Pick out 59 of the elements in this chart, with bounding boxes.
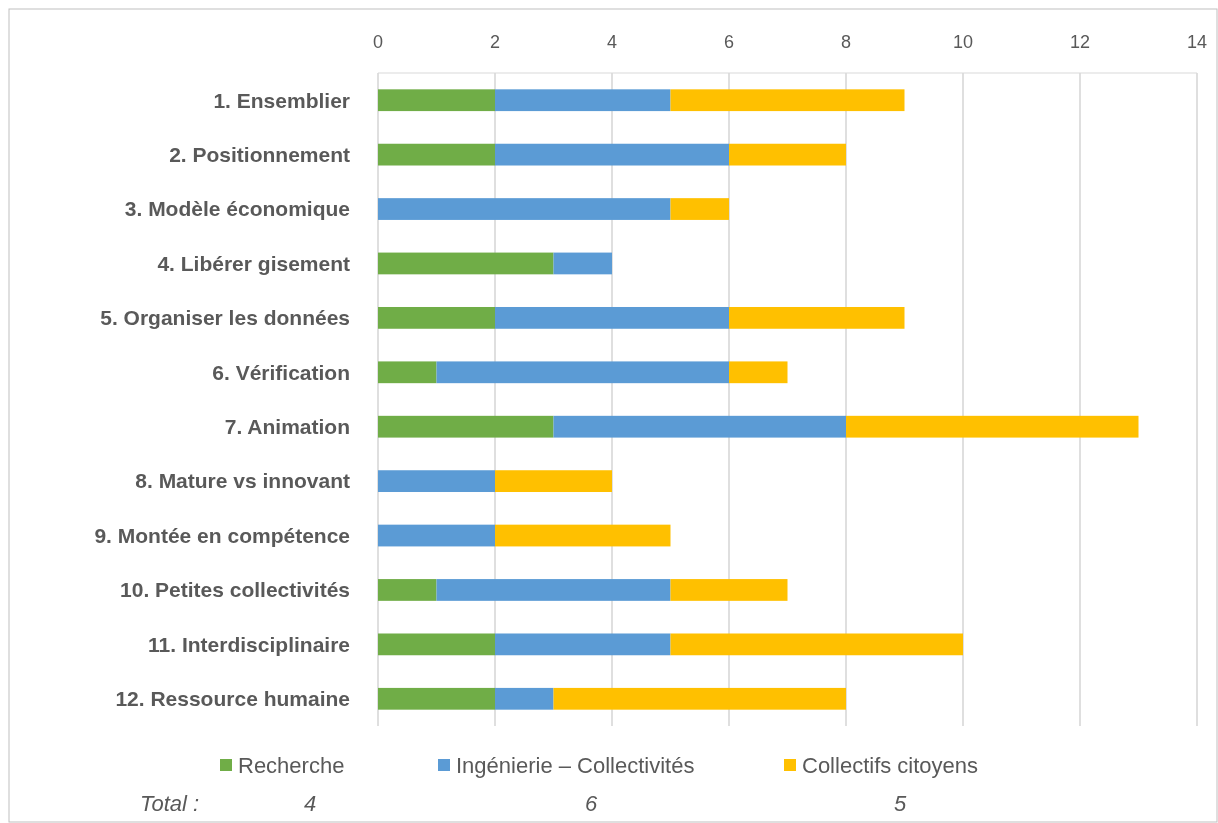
y-tick-label: 7. Animation	[224, 415, 350, 439]
bar	[729, 143, 846, 166]
x-tick-label: 8	[840, 32, 852, 52]
y-tick-label: 5. Organiser les données	[100, 306, 350, 330]
text: 5	[894, 790, 907, 816]
bar	[670, 633, 963, 656]
bar	[729, 361, 788, 384]
bar	[378, 89, 495, 112]
bar	[378, 143, 495, 166]
y-tick-label: 6. Vérification	[212, 360, 350, 384]
y-tick-label: 2. Positionnement	[169, 142, 351, 166]
y-tick-label: 9. Montée en compétence	[94, 523, 350, 547]
bar	[378, 361, 437, 384]
y-tick-label: 11. Interdisciplinaire	[148, 632, 350, 656]
x-tick-label: 0	[372, 32, 384, 52]
y-tick-label: 12. Ressource humaine	[115, 687, 350, 711]
bar	[495, 89, 671, 112]
bar	[378, 415, 554, 438]
y-tick-label: 10. Petites collectivités	[120, 578, 350, 602]
text: 4	[304, 790, 317, 816]
legend-label: Collectifs citoyens	[802, 752, 979, 778]
bar	[378, 198, 671, 220]
text: Total :	[140, 790, 200, 816]
bar	[495, 143, 729, 166]
bar	[670, 89, 905, 112]
bar	[495, 633, 671, 656]
text: 6	[585, 790, 598, 816]
x-tick-label: 14	[1186, 32, 1208, 52]
bar	[495, 524, 671, 547]
bar	[378, 252, 554, 275]
bar	[436, 579, 671, 601]
y-tick-label: 8. Mature vs innovant	[135, 469, 350, 493]
bar	[378, 687, 495, 710]
bar	[436, 361, 729, 384]
bar	[495, 687, 554, 710]
bar	[495, 306, 729, 329]
bar	[553, 687, 846, 710]
bar	[670, 198, 729, 220]
bar	[378, 306, 495, 329]
y-tick-label: 1. Ensemblier	[213, 88, 350, 112]
x-tick-label: 2	[489, 32, 501, 52]
bar	[846, 415, 1139, 438]
x-tick-label: 4	[606, 32, 618, 52]
y-tick-label: 4. Libérer gisement	[157, 251, 350, 275]
y-tick-label: 3. Modèle économique	[124, 197, 350, 221]
legend-label: Recherche	[238, 752, 345, 778]
bar	[378, 470, 495, 493]
bar	[378, 524, 495, 547]
x-tick-label: 10	[952, 32, 974, 52]
bar	[495, 470, 612, 493]
x-tick-label: 6	[723, 32, 735, 52]
bar	[553, 415, 846, 438]
bar	[670, 579, 788, 601]
bar	[553, 252, 612, 275]
legend-label: Ingénierie – Collectivités	[456, 752, 695, 778]
bar	[378, 579, 437, 601]
x-tick-label: 12	[1069, 32, 1091, 52]
bar	[729, 306, 905, 329]
bar	[378, 633, 495, 656]
